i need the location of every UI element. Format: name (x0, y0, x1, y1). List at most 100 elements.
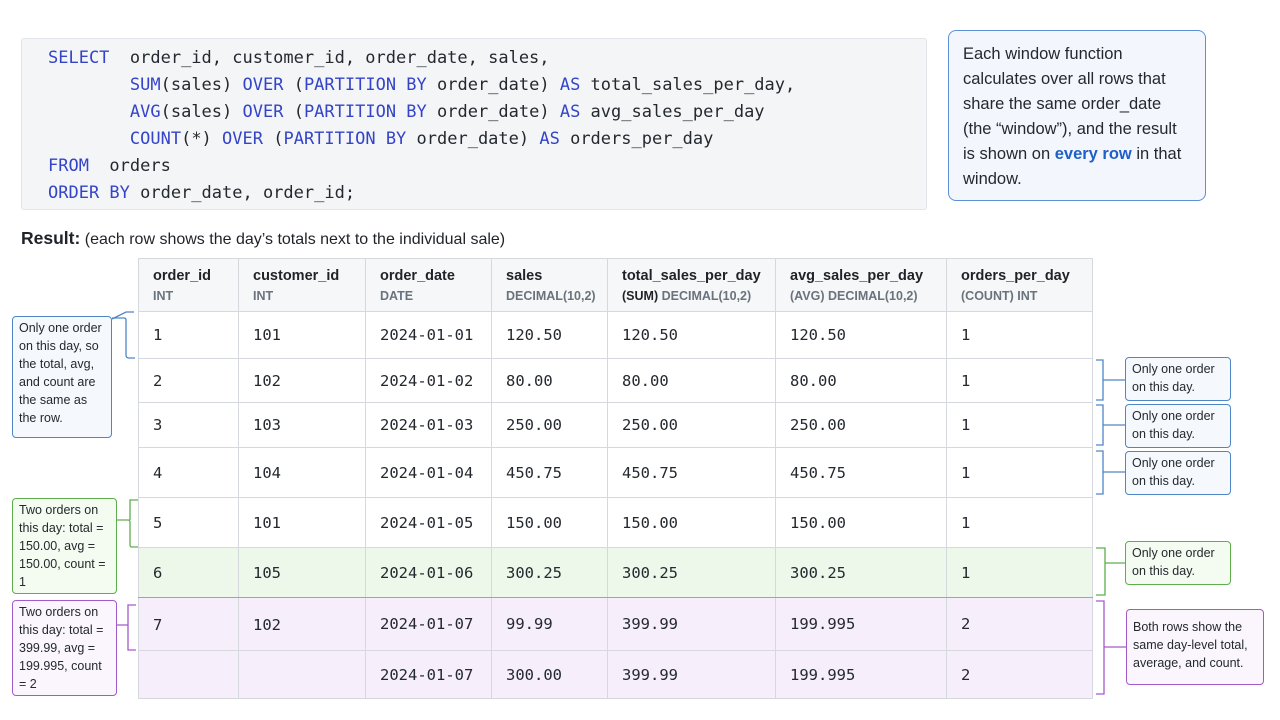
sql-text: (sales) (160, 102, 243, 122)
result-caption: (each row shows the day’s totals next to… (80, 231, 506, 248)
table-cell: 399.99 (607, 650, 776, 699)
column-header: total_sales_per_day (SUM) DECIMAL(10,2) (607, 258, 776, 312)
column-name: customer_id (253, 268, 340, 284)
explanation-text-1: Each window function calculates over all… (963, 45, 1177, 163)
column-type: (COUNT) INT (961, 287, 1092, 305)
sql-text: (*) (181, 129, 223, 149)
table-cell: 80.00 (607, 358, 776, 403)
sql-keyword: ORDER BY (48, 183, 130, 203)
table-cell: 101 (238, 311, 366, 359)
sql-keyword: AS (559, 102, 581, 122)
note-right-row4: Only one order on this day. (1125, 451, 1231, 495)
table-row: 2024-01-07 300.00 399.99 199.995 2 (138, 650, 1093, 699)
bracket-right-row3 (1096, 404, 1125, 446)
table-cell: 3 (138, 402, 239, 448)
note-right-row2: Only one order on this day. (1125, 357, 1231, 401)
bracket-right-row4 (1096, 450, 1125, 495)
column-name: sales (506, 268, 543, 284)
note-right-row6: Only one order on this day. (1125, 541, 1231, 585)
column-type: (AVG) DECIMAL(10,2) (790, 287, 946, 305)
table-cell: 1 (946, 447, 1093, 498)
table-cell: 399.99 (607, 597, 776, 651)
table-cell: 199.995 (775, 597, 947, 651)
sql-text: order_date, order_id; (129, 183, 356, 203)
table-cell: 1 (946, 311, 1093, 359)
sql-keyword: COUNT (129, 129, 182, 149)
sql-keyword: SELECT (48, 48, 110, 68)
table-row: 1 101 2024-01-01 120.50 120.50 120.50 1 (138, 311, 1093, 359)
column-name: order_id (153, 268, 212, 284)
column-header: sales DECIMAL(10,2) (491, 258, 608, 312)
explanation-emphasis: every row (1054, 145, 1132, 163)
table-cell: 2024-01-07 (365, 650, 492, 699)
table-cell: 1 (946, 547, 1093, 598)
note-right-row3: Only one order on this day. (1125, 404, 1231, 448)
table-cell: 1 (946, 358, 1093, 403)
table-cell: 102 (238, 358, 366, 403)
bracket-left-single-order-top (111, 311, 134, 320)
column-header: orders_per_day (COUNT) INT (946, 258, 1093, 312)
sql-line: FROM orders (48, 153, 795, 180)
column-header: order_id INT (138, 258, 239, 312)
sql-text: total_sales_per_day, (580, 75, 796, 95)
sql-keyword: OVER (242, 75, 284, 95)
sql-text: ( (262, 129, 284, 149)
table-cell: 199.995 (775, 650, 947, 699)
column-type-name: DECIMAL(10,2) (658, 289, 752, 303)
table-cell: 2024-01-05 (365, 497, 492, 548)
table-cell: 99.99 (491, 597, 608, 651)
table-row: 4 104 2024-01-04 450.75 450.75 450.75 1 (138, 447, 1093, 498)
table-cell: 1 (138, 311, 239, 359)
sql-keyword: FROM (48, 156, 89, 176)
table-cell: 250.00 (775, 402, 947, 448)
table-header-row: order_id INT customer_id INT order_date DATE s… (138, 258, 1093, 312)
sql-text: ( (283, 75, 304, 95)
result-table: order_id INT customer_id INT order_date DATE s… (138, 258, 1093, 699)
sql-keyword: AS (539, 129, 560, 149)
sql-text: order_date) (426, 102, 560, 122)
table-cell: 102 (238, 597, 366, 651)
table-cell: 2024-01-04 (365, 447, 492, 498)
sql-text: order_date) (406, 129, 540, 149)
sql-text: order_date) (426, 75, 560, 95)
table-cell: 1 (946, 402, 1093, 448)
table-cell: 2 (138, 358, 239, 403)
table-cell: 120.50 (775, 311, 947, 359)
table-cell: 80.00 (491, 358, 608, 403)
table-cell: 105 (238, 547, 366, 598)
column-type: INT (253, 287, 365, 305)
bracket-right-purple (1096, 600, 1126, 695)
explanation-text-2: in that window. (963, 145, 1182, 188)
sql-line: SELECT order_id, customer_id, order_date… (48, 45, 795, 72)
sql-line: SUM(sales) OVER (PARTITION BY order_date… (48, 72, 795, 99)
table-cell: 2 (946, 597, 1093, 651)
sql-keyword: AS (559, 75, 581, 95)
table-cell: 101 (238, 497, 366, 548)
table-body: 1 101 2024-01-01 120.50 120.50 120.50 1 2 102 202… (138, 311, 1093, 699)
table-cell: 300.25 (491, 547, 608, 598)
table-row: 2 102 2024-01-02 80.00 80.00 80.00 1 (138, 358, 1093, 403)
note-left-single-order: Only one order on this day, so the total… (12, 316, 112, 438)
column-type-name: (COUNT) INT (961, 289, 1038, 303)
bracket-left-purple (117, 604, 136, 651)
sql-text: orders (88, 156, 171, 176)
table-cell: 250.00 (607, 402, 776, 448)
sql-text: orders_per_day (559, 129, 714, 149)
column-type-function: (SUM) (622, 289, 659, 303)
column-type: DATE (380, 287, 491, 305)
sql-text (48, 102, 130, 122)
table-cell: 150.00 (491, 497, 608, 548)
table-cell: 450.75 (607, 447, 776, 498)
sql-line: AVG(sales) OVER (PARTITION BY order_date… (48, 99, 795, 126)
sql-keyword: OVER (222, 129, 263, 149)
table-cell: 6 (138, 547, 239, 598)
bracket-right-row6 (1096, 547, 1125, 596)
table-row: 5 101 2024-01-05 150.00 150.00 150.00 1 (138, 497, 1093, 548)
bracket-right-row2 (1096, 359, 1125, 401)
sql-query: SELECT order_id, customer_id, order_date… (48, 45, 795, 207)
table-cell: 250.00 (491, 402, 608, 448)
table-cell: 1 (946, 497, 1093, 548)
sql-keyword: OVER (242, 102, 284, 122)
bracket-left-single-order (112, 317, 135, 359)
table-cell: 7 (138, 597, 239, 651)
